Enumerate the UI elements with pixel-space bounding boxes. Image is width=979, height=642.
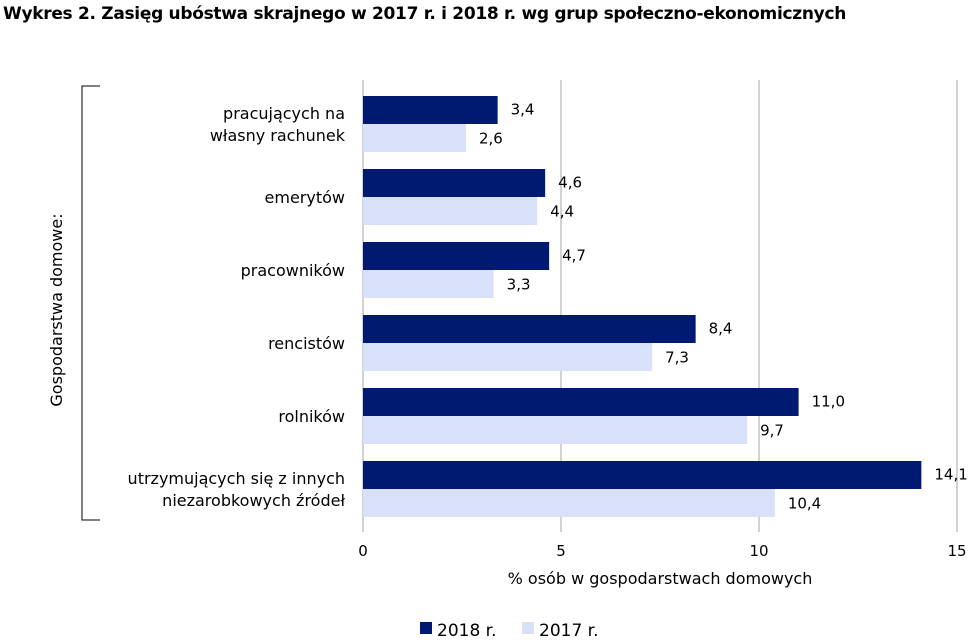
category-label: rolników [278,407,345,426]
bar-2017r [363,197,538,225]
bar-2018r [363,461,922,489]
data-label: 2,6 [479,129,503,147]
data-label: 3,4 [511,100,535,118]
x-tick-label: 5 [556,542,566,560]
bar-2017r [363,124,466,152]
bar-2018r [363,242,550,270]
data-label: 14,1 [934,465,967,483]
x-tick-label: 0 [358,542,368,560]
category-label: pracowników [241,261,345,280]
bar-2017r [363,270,494,298]
category-label: rencistów [268,334,345,353]
bar-2017r [363,489,775,517]
data-label: 3,3 [507,275,531,293]
data-label: 9,7 [760,421,784,439]
category-label: emerytów [265,188,345,207]
bar-2018r [363,315,696,343]
data-label: 11,0 [812,392,845,410]
data-label: 4,4 [550,202,574,220]
data-label: 4,6 [558,173,582,191]
category-label: pracujących na własny rachunek [210,104,346,145]
bar-2018r [363,169,546,197]
chart-title: Wykres 2. Zasięg ubóstwa skrajnego w 201… [3,4,847,24]
x-tick-label: 15 [947,542,966,560]
y-axis-title: Gospodarstwa domowe: [47,213,66,406]
bar-2018r [363,388,799,416]
data-label: 7,3 [665,348,689,366]
bar-2018r [363,96,498,124]
bar-2017r [363,416,748,444]
bracket [81,85,100,521]
bar-2017r [363,343,653,371]
data-label: 8,4 [709,319,733,337]
legend-swatch [522,622,534,634]
legend-label: 2018 r. [437,621,497,641]
legend-label: 2017 r. [539,621,599,641]
x-axis-title: % osób w gospodarstwach domowych [508,569,813,588]
legend-swatch [420,622,432,634]
data-label: 4,7 [562,246,586,264]
x-tick-label: 10 [749,542,768,560]
category-label: utrzymujących się z innych niezarobkowych… [128,469,346,510]
data-label: 10,4 [788,494,821,512]
